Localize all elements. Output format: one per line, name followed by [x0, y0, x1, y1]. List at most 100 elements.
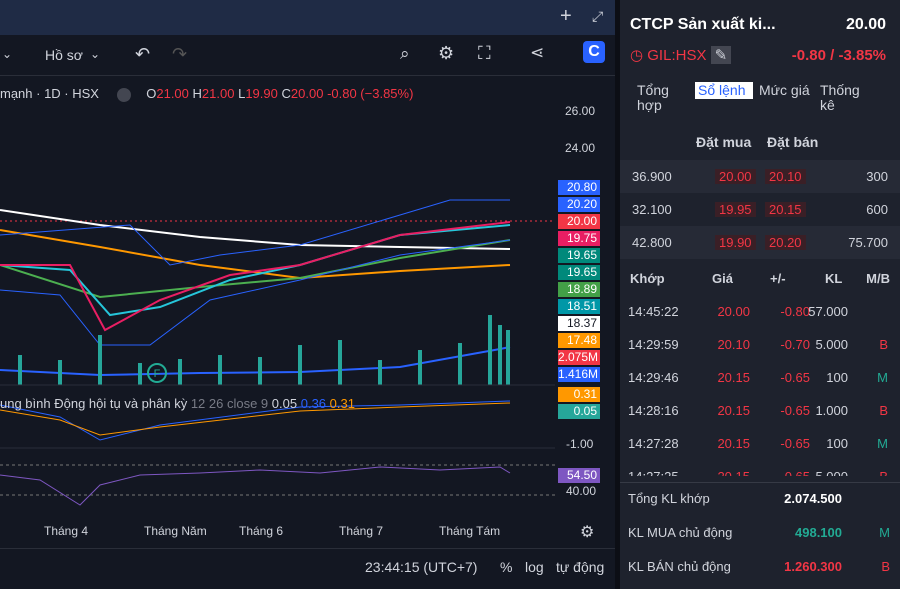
book-cell: 19.90	[715, 235, 756, 250]
tab[interactable]: Sổ lệnh	[695, 82, 753, 99]
trade-cell: 14:29:46	[628, 370, 679, 385]
marker	[147, 363, 167, 383]
tab[interactable]: Tổng hợp	[637, 82, 669, 113]
volume-ma	[0, 346, 511, 377]
trade-cell: B	[879, 337, 888, 352]
trade-header: Giá	[712, 271, 733, 286]
trade-cell: 5.000	[815, 337, 848, 352]
macd-v2: 0.36	[300, 396, 327, 411]
band-lower	[0, 239, 511, 346]
rsi-axis-label: 40.00	[566, 484, 597, 498]
book-cell: 20.10	[765, 169, 806, 184]
legend: mạnh · 1D · HSX O21.00 H21.00 L19.90 C20…	[0, 86, 413, 102]
time-label: Tháng Năm	[144, 524, 207, 538]
time-label: Tháng 7	[339, 524, 384, 538]
share-icon[interactable]: ⋖	[530, 43, 545, 62]
trade-cell: 20.15	[717, 469, 750, 484]
log-toggle[interactable]: log	[525, 559, 544, 575]
legend-c-label: C	[281, 86, 291, 101]
logo: C	[583, 41, 605, 63]
top-bar: + ⤢	[0, 0, 615, 35]
legend-h-label: H	[192, 86, 202, 101]
macd-label: ung bình Động hội tụ và phân kỳ	[0, 396, 188, 411]
splitter	[615, 0, 620, 589]
summary-side: M	[879, 525, 890, 540]
price-tag: 18.51	[558, 299, 600, 314]
macd-tag: 0.31	[558, 387, 600, 402]
trade-cell: 14:27:25	[628, 469, 679, 484]
macd-tag: 0.05	[558, 404, 600, 419]
legend-symbol: mạnh · 1D · HSX	[0, 86, 99, 101]
trade-cell: 100	[826, 436, 848, 451]
change: -0.80 / -3.85%	[791, 47, 886, 64]
symbol: ◷ GIL:HSX ✎	[630, 46, 732, 64]
trade-cell: -0.65	[780, 436, 810, 451]
fullscreen-icon[interactable]: ⛶	[478, 43, 491, 63]
price-tag: 18.37	[558, 316, 600, 331]
legend-o-label: O	[146, 86, 157, 101]
macd-line	[0, 400, 511, 441]
profile-button[interactable]: Hồ sơ	[45, 47, 83, 63]
marker-label: F	[154, 368, 161, 380]
trade-cell: -0.65	[780, 403, 810, 418]
book-cell: 19.95	[715, 202, 756, 217]
price-tag: 20.20	[558, 197, 600, 212]
legend-o: 21.00	[156, 86, 189, 101]
price-tag: 1.416M	[558, 367, 600, 382]
summary-bg	[620, 482, 900, 589]
book-cell: 75.700	[848, 235, 888, 250]
legend-l-label: L	[238, 86, 246, 101]
time-label: Tháng 4	[44, 524, 89, 538]
trade-cell: 20.15	[717, 403, 750, 418]
signal-line	[0, 402, 511, 436]
time-label: Tháng 6	[239, 524, 284, 538]
trade-cell: 14:27:28	[628, 436, 679, 451]
book-row: 32.100 19.95 20.15 600	[620, 193, 900, 226]
book-header: Đặt mua	[696, 134, 752, 150]
tab[interactable]: Mức giá	[759, 82, 810, 98]
price-tag: 18.89	[558, 282, 600, 297]
price-tag: 17.48	[558, 333, 600, 348]
company-name: CTCP Sản xuất ki...	[630, 16, 776, 33]
trade-header: +/-	[770, 271, 786, 286]
auto-toggle[interactable]: tự động	[556, 559, 605, 575]
macd-axis-label: -1.00	[566, 437, 594, 451]
trade-header: M/B	[866, 271, 890, 286]
book-cell: 36.900	[632, 169, 672, 184]
ma-pink	[0, 221, 511, 332]
book-cell: 20.20	[765, 235, 806, 250]
add-button[interactable]: +	[560, 5, 572, 27]
trade-cell: 57.000	[808, 304, 848, 319]
trade-cell: 14:29:59	[628, 337, 679, 352]
summary-label: Tổng KL khớp	[628, 491, 710, 506]
symbol-text: GIL:HSX	[647, 47, 707, 64]
trade-cell: 20.00	[717, 304, 750, 319]
search-icon[interactable]: ⌕	[400, 44, 410, 63]
redo[interactable]: ↷	[172, 44, 188, 64]
macd-v3: 0.31	[329, 396, 355, 411]
settings-icon[interactable]: ⚙	[438, 43, 455, 63]
summary-side: B	[881, 559, 890, 574]
time-label: Tháng Tám	[439, 524, 501, 538]
summary-value: 1.260.300	[784, 559, 842, 574]
clock: 23:44:15 (UTC+7)	[365, 559, 478, 575]
settings-icon[interactable]: ⚙	[580, 524, 595, 541]
trade-cell: 1.000	[815, 403, 848, 418]
trade-cell: 14:45:22	[628, 304, 679, 319]
book-row: 42.800 19.90 20.20 75.700	[620, 226, 900, 259]
book-row: 36.900 20.00 20.10 300	[620, 160, 900, 193]
macd-v1: 0.05	[271, 396, 298, 411]
ma-white	[0, 209, 511, 250]
info-panel: CTCP Sản xuất ki... 20.00 ◷ GIL:HSX ✎ -0…	[620, 0, 900, 589]
undo[interactable]: ↶	[135, 44, 151, 64]
band-upper	[0, 199, 510, 266]
percent-toggle[interactable]: %	[500, 559, 513, 575]
summary-value: 498.100	[795, 525, 842, 540]
price-label: 26.00	[565, 104, 596, 118]
bottom-bar: 23:44:15 (UTC+7) % log tự động	[0, 548, 615, 589]
trade-cell: 20.15	[717, 436, 750, 451]
trade-cell: M	[877, 370, 888, 385]
tab[interactable]: Thống kê	[820, 82, 860, 113]
expand-button[interactable]: ⤢	[592, 8, 604, 24]
macd-legend: ung bình Động hội tụ và phân kỳ 12 26 cl…	[0, 396, 355, 411]
